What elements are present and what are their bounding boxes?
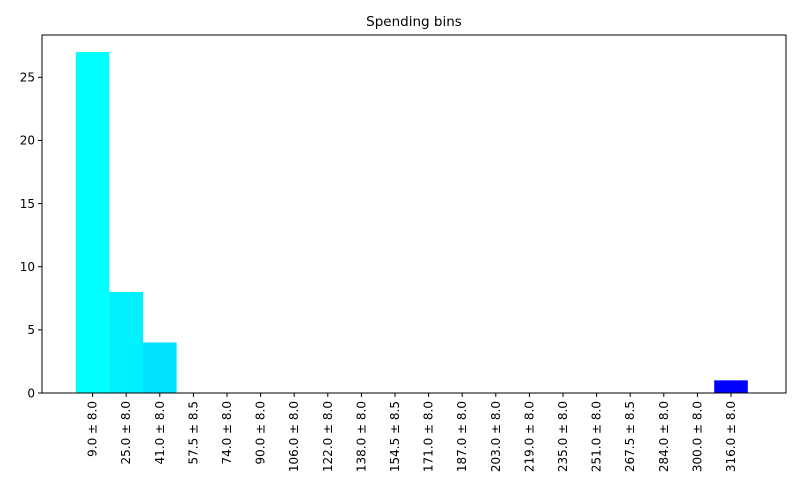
bar-1 [109,291,143,393]
x-tick-label-16: 267.5 ± 8.5 [623,401,637,472]
y-tick-label-0: 0 [27,386,35,400]
x-axis-ticks: 9.0 ± 8.0 25.0 ± 8.0 41.0 ± 8.0 57.5 ± 8.5 7… [86,393,738,472]
x-tick-label-19: 316.0 ± 8.0 [724,401,738,472]
x-tick-label-8: 138.0 ± 8.0 [354,401,368,472]
y-tick-label-3: 15 [20,197,35,211]
x-tick-label-0: 9.0 ± 8.0 [86,401,100,457]
y-tick-label-5: 25 [20,71,35,85]
bar-19 [714,380,748,393]
x-tick-label-17: 284.0 ± 8.0 [657,401,671,472]
y-tick-label-2: 10 [20,260,35,274]
x-tick-label-12: 203.0 ± 8.0 [489,401,503,472]
x-tick-label-13: 219.0 ± 8.0 [522,401,536,472]
plot-frame [41,34,787,394]
x-tick-label-6: 106.0 ± 8.0 [287,401,301,472]
x-tick-label-5: 90.0 ± 8.0 [254,401,268,465]
bars-group [75,52,748,394]
bar-0 [75,52,110,394]
chart-title: Spending bins [366,14,462,30]
x-tick-label-18: 300.0 ± 8.0 [690,401,704,472]
x-tick-label-2: 41.0 ± 8.0 [153,401,167,465]
x-tick-label-3: 57.5 ± 8.5 [186,401,200,465]
x-tick-label-9: 154.5 ± 8.5 [388,401,402,472]
x-tick-label-10: 171.0 ± 8.0 [422,401,436,472]
x-tick-label-1: 25.0 ± 8.0 [119,401,133,465]
x-tick-label-14: 235.0 ± 8.0 [556,401,570,472]
x-tick-label-4: 74.0 ± 8.0 [220,401,234,465]
x-tick-label-7: 122.0 ± 8.0 [321,401,335,472]
x-tick-label-15: 251.0 ± 8.0 [590,401,604,472]
y-axis-ticks: 0 5 10 15 20 25 [20,71,42,400]
bar-2 [143,342,177,393]
x-tick-label-11: 187.0 ± 8.0 [455,401,469,472]
y-tick-label-1: 5 [27,323,35,337]
y-tick-label-4: 20 [20,134,35,148]
